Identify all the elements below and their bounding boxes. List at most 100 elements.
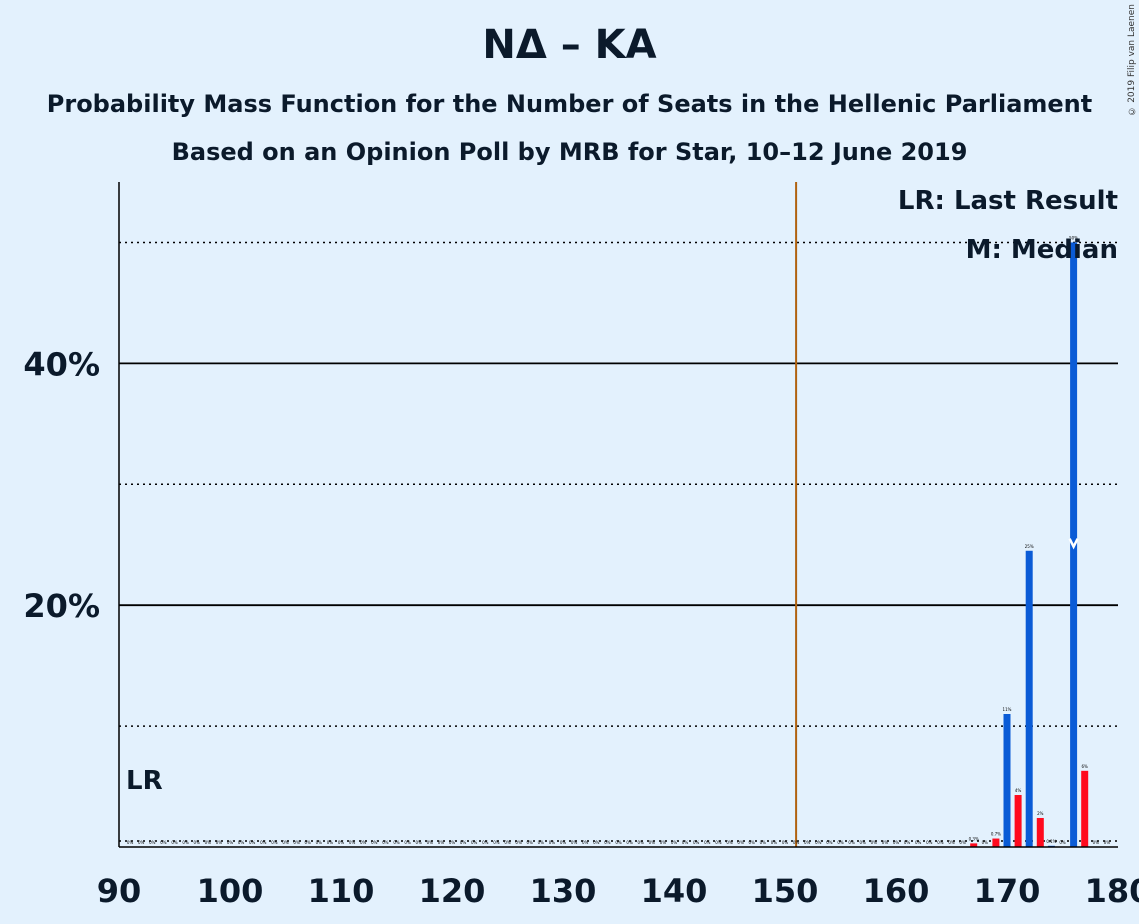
zero-label-162: 0% bbox=[915, 840, 922, 845]
zero-label-105: 0% bbox=[282, 840, 289, 845]
zero-label-156: 0% bbox=[848, 840, 855, 845]
zero-label-141: 0% bbox=[682, 840, 689, 845]
y-tick-label-20: 20% bbox=[23, 587, 100, 625]
gridlines bbox=[119, 182, 1118, 847]
zero-label-129: 0% bbox=[549, 840, 556, 845]
legend-median: M: Median bbox=[966, 235, 1118, 265]
zero-label-99: 0% bbox=[216, 840, 223, 845]
zero-label-114: 0% bbox=[382, 840, 389, 845]
chart-subtitle-1: Probability Mass Function for the Number… bbox=[46, 90, 1093, 118]
zero-label-126: 0% bbox=[515, 840, 522, 845]
bar-label-173: 2% bbox=[1037, 811, 1044, 816]
zero-label-166: 0% bbox=[959, 840, 966, 845]
zero-label-91: 0% bbox=[127, 840, 134, 845]
zero-label-158: 0% bbox=[871, 840, 878, 845]
zero-value-labels: 0% 0% 0% 0% 0% 0% 0% 0% 0% 0% 0% 0% 0% 0% 0% 0% 0% 0% 0% 0%… bbox=[127, 840, 1110, 845]
zero-label-115: 0% bbox=[393, 840, 400, 845]
zero-label-102: 0% bbox=[249, 840, 256, 845]
x-tick-label-90: 90 bbox=[97, 872, 142, 910]
zero-label-120: 0% bbox=[449, 840, 456, 845]
zero-label-142: 0% bbox=[693, 840, 700, 845]
zero-label-124: 0% bbox=[493, 840, 500, 845]
zero-label-179: 0% bbox=[1104, 840, 1111, 845]
zero-label-153: 0% bbox=[815, 840, 822, 845]
zero-label-154: 0% bbox=[826, 840, 833, 845]
bar-173 bbox=[1036, 817, 1044, 847]
x-tick-label-140: 140 bbox=[641, 872, 708, 910]
zero-label-111: 0% bbox=[349, 840, 356, 845]
zero-label-123: 0% bbox=[482, 840, 489, 845]
zero-label-128: 0% bbox=[538, 840, 545, 845]
zero-label-178: 0% bbox=[1093, 840, 1100, 845]
x-tick-label-150: 150 bbox=[752, 872, 819, 910]
zero-label-108: 0% bbox=[316, 840, 323, 845]
bar-172 bbox=[1025, 550, 1033, 847]
zero-label-139: 0% bbox=[660, 840, 667, 845]
zero-label-135: 0% bbox=[615, 840, 622, 845]
x-tick-label-100: 100 bbox=[197, 872, 264, 910]
zero-label-157: 0% bbox=[860, 840, 867, 845]
zero-label-95: 0% bbox=[171, 840, 178, 845]
bar-label-170: 11% bbox=[1003, 707, 1012, 712]
zero-label-132: 0% bbox=[582, 840, 589, 845]
zero-label-133: 0% bbox=[593, 840, 600, 845]
bar-label-174: 0.1% bbox=[1046, 839, 1056, 844]
zero-label-143: 0% bbox=[704, 840, 711, 845]
zero-label-165: 0% bbox=[948, 840, 955, 845]
last-result-marker-label: LR bbox=[126, 766, 163, 796]
zero-label-145: 0% bbox=[726, 840, 733, 845]
legend-last-result: LR: Last Result bbox=[898, 186, 1118, 216]
zero-label-101: 0% bbox=[238, 840, 245, 845]
zero-label-152: 0% bbox=[804, 840, 811, 845]
zero-label-130: 0% bbox=[560, 840, 567, 845]
zero-label-121: 0% bbox=[460, 840, 467, 845]
zero-label-109: 0% bbox=[327, 840, 334, 845]
zero-label-163: 0% bbox=[926, 840, 933, 845]
bar-label-171: 4% bbox=[1015, 788, 1022, 793]
zero-label-106: 0% bbox=[293, 840, 300, 845]
bar-label-176: 50% bbox=[1069, 235, 1078, 240]
bar-167 bbox=[970, 843, 978, 847]
zero-label-137: 0% bbox=[638, 840, 645, 845]
zero-label-138: 0% bbox=[649, 840, 656, 845]
zero-label-125: 0% bbox=[504, 840, 511, 845]
zero-label-148: 0% bbox=[760, 840, 767, 845]
zero-label-118: 0% bbox=[427, 840, 434, 845]
zero-label-164: 0% bbox=[937, 840, 944, 845]
zero-label-112: 0% bbox=[360, 840, 367, 845]
x-tick-label-110: 110 bbox=[308, 872, 375, 910]
zero-label-104: 0% bbox=[271, 840, 278, 845]
axes: 20% 40% 90 100 110 120 130 140 150 160 170 180 bbox=[23, 182, 1139, 910]
zero-label-93: 0% bbox=[149, 840, 156, 845]
bar-169 bbox=[992, 838, 1000, 847]
zero-label-113: 0% bbox=[371, 840, 378, 845]
zero-label-92: 0% bbox=[138, 840, 145, 845]
zero-label-140: 0% bbox=[671, 840, 678, 845]
zero-label-175: 0% bbox=[1059, 840, 1066, 845]
zero-label-159: 0% bbox=[882, 840, 889, 845]
zero-label-100: 0% bbox=[227, 840, 234, 845]
bar-177 bbox=[1081, 770, 1089, 847]
zero-label-150: 0% bbox=[782, 840, 789, 845]
bar-label-169: 0.7% bbox=[991, 832, 1001, 837]
zero-label-96: 0% bbox=[182, 840, 189, 845]
zero-label-160: 0% bbox=[893, 840, 900, 845]
zero-label-127: 0% bbox=[527, 840, 534, 845]
zero-label-103: 0% bbox=[260, 840, 267, 845]
zero-label-161: 0% bbox=[904, 840, 911, 845]
median-marker bbox=[1068, 538, 1079, 550]
zero-label-168: 0% bbox=[982, 840, 989, 845]
zero-label-131: 0% bbox=[571, 840, 578, 845]
x-tick-label-170: 170 bbox=[974, 872, 1041, 910]
bar-label-167: 0.3% bbox=[969, 836, 979, 841]
zero-label-97: 0% bbox=[194, 840, 201, 845]
zero-label-110: 0% bbox=[338, 840, 345, 845]
zero-label-146: 0% bbox=[737, 840, 744, 845]
zero-label-94: 0% bbox=[160, 840, 167, 845]
chart-subtitle-2: Based on an Opinion Poll by MRB for Star… bbox=[171, 138, 968, 166]
zero-label-98: 0% bbox=[205, 840, 212, 845]
zero-label-136: 0% bbox=[626, 840, 633, 845]
bar-171 bbox=[1014, 795, 1022, 847]
zero-label-151: 0% bbox=[793, 840, 800, 845]
